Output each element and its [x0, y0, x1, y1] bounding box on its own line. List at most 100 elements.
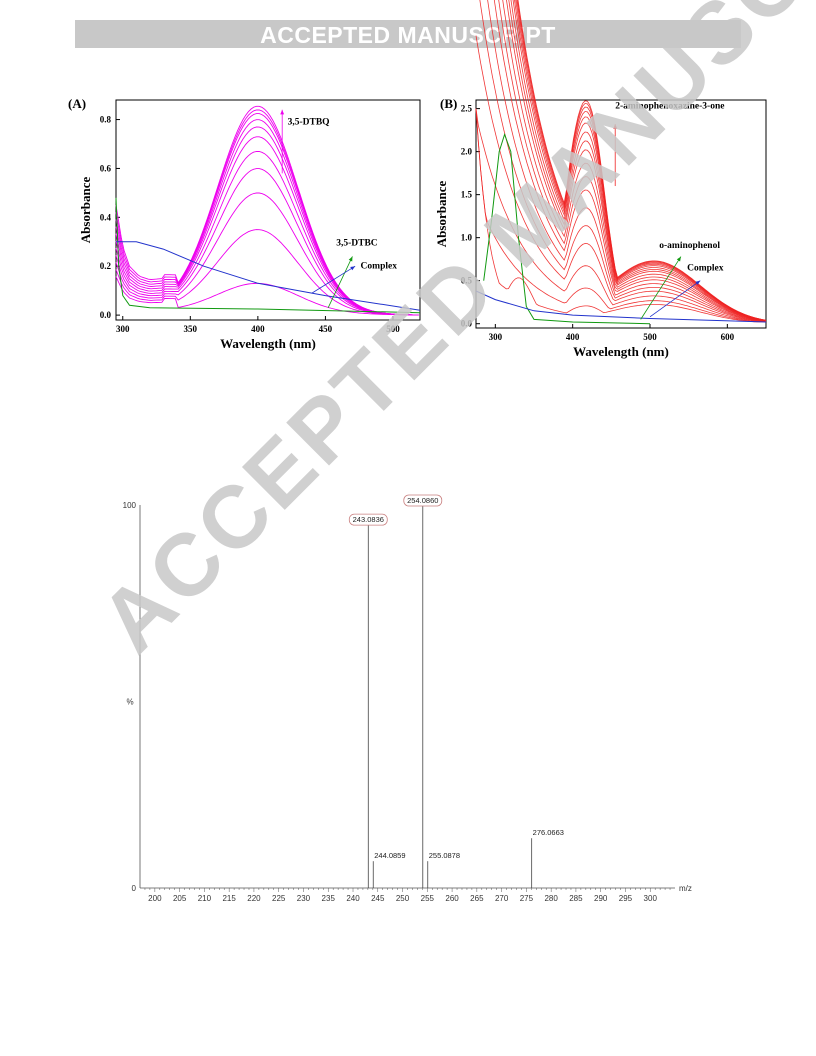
- x-tick-label: 300: [116, 324, 130, 334]
- x-tick-label: 245: [371, 894, 385, 903]
- x-tick-label: 265: [470, 894, 484, 903]
- y-tick-label: 1.5: [461, 190, 473, 200]
- accepted-manuscript-banner: ACCEPTED MANUSCRIPT: [75, 20, 741, 48]
- x-tick-label: 600: [721, 332, 735, 342]
- phenoxazinone-arrow-head: [613, 124, 618, 129]
- y-axis-title: Absorbance: [78, 177, 93, 244]
- x-tick-label: 215: [222, 894, 236, 903]
- annotation-phenoxazinone: 2-aminophenoxazine-3-one: [615, 102, 724, 112]
- x-tick-label: 235: [322, 894, 336, 903]
- y-tick-label: 0.6: [100, 163, 112, 173]
- phenoxazinone-spectrum-line: [506, 0, 767, 322]
- x-axis-title: m/z: [679, 884, 692, 893]
- x-axis-title: Wavelength (nm): [573, 344, 669, 359]
- y-tick-label: 0: [132, 884, 137, 893]
- x-tick-label: 400: [566, 332, 580, 342]
- phenoxazinone-spectrum-line: [475, 108, 767, 323]
- complex-arrow: [649, 280, 701, 318]
- y-tick-label: 100: [123, 501, 137, 510]
- y-tick-label: 0.4: [100, 212, 112, 222]
- ms-peak-label: 255.0878: [429, 851, 460, 860]
- x-tick-label: 500: [386, 324, 400, 334]
- phenoxazinone-spectrum-line: [475, 108, 766, 322]
- x-tick-label: 275: [520, 894, 534, 903]
- plot-frame: [475, 99, 767, 329]
- x-tick-label: 255: [421, 894, 435, 903]
- phenoxazinone-spectrum-line: [487, 0, 767, 322]
- complex-arrow-head: [350, 266, 356, 271]
- x-tick-label: 260: [445, 894, 459, 903]
- phenoxazinone-spectrum-line: [517, 0, 767, 321]
- complex-spectrum-line: [475, 290, 767, 323]
- uv-vis-chart-a: (A) 300 350 400 450 500 0.0 0.2 0.4 0.6 0.8 Wavelen…: [68, 96, 421, 351]
- phenoxazinone-spectrum-line: [508, 0, 767, 322]
- aminophenol-arrow: [640, 256, 682, 320]
- phenoxazinone-spectrum-line: [502, 0, 767, 322]
- x-tick-label: 270: [495, 894, 509, 903]
- dtbq-arrow-head: [280, 109, 285, 115]
- ms-peak-label: 243.0836: [353, 515, 384, 524]
- phenoxazinone-spectrum-line: [498, 0, 767, 322]
- dtbq-spectrum-line: [115, 126, 419, 316]
- phenoxazinone-spectrum-line: [475, 108, 766, 323]
- panel-label-b: (B): [440, 96, 457, 111]
- annotation-dtbq: 3,5-DTBQ: [288, 117, 330, 127]
- y-tick-label: 1.0: [461, 233, 473, 243]
- mass-spectrum-chart: 100 0% 200 205 210 215 220 225 230 235 240 245 250 25…: [123, 494, 692, 903]
- panel-label-a: (A): [68, 96, 86, 111]
- uv-vis-chart-b: (B) 300 400 500 600 0.0 0.5 1.0 1.5 2.0 2.5 Wavelen…: [434, 0, 767, 359]
- dtbq-spectrum-line: [115, 229, 419, 316]
- annotation-aminophenol: o-aminophenol: [659, 241, 720, 251]
- x-tick-label: 220: [247, 894, 261, 903]
- x-tick-label: 225: [272, 894, 286, 903]
- x-tick-label: 300: [489, 332, 503, 342]
- dtbq-spectrum-line: [115, 119, 419, 316]
- complex-arrow-head: [695, 280, 701, 285]
- dtbq-spectrum-line: [115, 192, 419, 316]
- x-tick-label: 280: [544, 894, 558, 903]
- annotation-complex: Complex: [361, 262, 398, 272]
- y-tick-label: 2.5: [461, 104, 473, 114]
- y-tick-label: 2.0: [461, 147, 473, 157]
- complex-arrow: [311, 265, 356, 294]
- x-tick-label: 450: [319, 324, 333, 334]
- x-tick-label: 400: [251, 324, 265, 334]
- x-tick-label: 240: [346, 894, 360, 903]
- y-tick-label: 0.5: [461, 276, 473, 286]
- x-tick-label: 500: [643, 332, 657, 342]
- x-tick-label: 210: [198, 894, 212, 903]
- ms-peak-label: 244.0859: [374, 851, 405, 860]
- x-tick-label: 285: [569, 894, 583, 903]
- x-tick-label: 295: [619, 894, 633, 903]
- x-tick-label: 350: [184, 324, 198, 334]
- x-tick-label: 300: [644, 894, 658, 903]
- phenoxazinone-spectrum-line: [475, 35, 766, 322]
- aminophenol-arrow-head: [676, 256, 681, 262]
- y-axis-title: %: [126, 698, 133, 707]
- y-tick-label: 0.0: [461, 319, 473, 329]
- ms-peak-label-box: [403, 494, 443, 507]
- dtbc-spectrum-line: [115, 197, 421, 314]
- dtbc-arrow: [327, 256, 353, 308]
- x-axis-title: Wavelength (nm): [220, 336, 316, 351]
- x-tick-label: 290: [594, 894, 608, 903]
- aminophenol-spectrum-line: [483, 132, 651, 325]
- y-tick-label: 0.2: [100, 261, 112, 271]
- annotation-complex: Complex: [687, 263, 724, 273]
- dtbq-spectrum-line: [115, 276, 419, 316]
- phenoxazinone-spectrum-line: [479, 0, 766, 322]
- x-tick-label: 250: [396, 894, 410, 903]
- y-tick-label: 0.8: [100, 115, 112, 125]
- x-tick-label: 205: [173, 894, 187, 903]
- annotation-dtbc: 3,5-DTBC: [336, 238, 378, 248]
- complex-spectrum-line: [116, 241, 421, 311]
- y-tick-label: 0.0: [100, 310, 112, 320]
- y-axis-title: Absorbance: [434, 181, 449, 248]
- phenoxazinone-spectrum-line: [512, 0, 767, 321]
- ms-peak-label: 276.0663: [533, 828, 564, 837]
- ms-peak-label-box: [348, 513, 388, 526]
- x-tick-label: 230: [297, 894, 311, 903]
- x-tick-label: 200: [148, 894, 162, 903]
- ms-peak-label: 254.0860: [407, 496, 438, 505]
- phenoxazinone-spectrum-line: [510, 0, 767, 321]
